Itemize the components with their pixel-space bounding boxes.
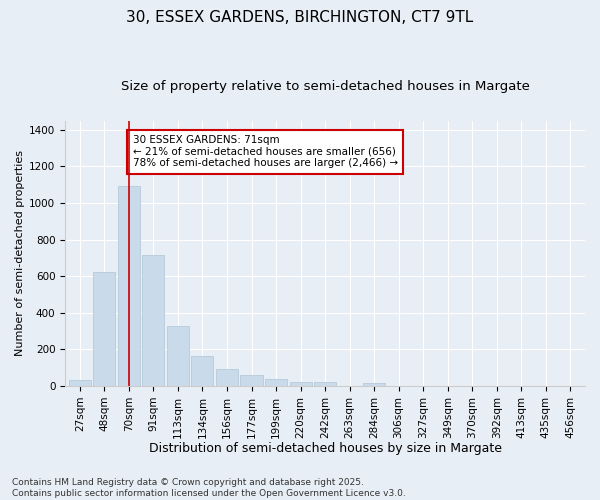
Bar [216, 368, 238, 386]
Title: Size of property relative to semi-detached houses in Margate: Size of property relative to semi-detach… [121, 80, 530, 93]
Bar [142, 255, 164, 386]
Bar [314, 382, 336, 386]
Bar [118, 186, 140, 386]
Bar [167, 326, 189, 386]
Bar [290, 382, 311, 386]
Y-axis label: Number of semi-detached properties: Number of semi-detached properties [15, 150, 25, 356]
Bar [265, 379, 287, 386]
Bar [69, 380, 91, 386]
Text: 30, ESSEX GARDENS, BIRCHINGTON, CT7 9TL: 30, ESSEX GARDENS, BIRCHINGTON, CT7 9TL [127, 10, 473, 25]
Text: 30 ESSEX GARDENS: 71sqm
← 21% of semi-detached houses are smaller (656)
78% of s: 30 ESSEX GARDENS: 71sqm ← 21% of semi-de… [133, 135, 398, 168]
Bar [241, 375, 263, 386]
Bar [94, 272, 115, 386]
Bar [191, 356, 214, 386]
X-axis label: Distribution of semi-detached houses by size in Margate: Distribution of semi-detached houses by … [149, 442, 502, 455]
Text: Contains HM Land Registry data © Crown copyright and database right 2025.
Contai: Contains HM Land Registry data © Crown c… [12, 478, 406, 498]
Bar [363, 382, 385, 386]
